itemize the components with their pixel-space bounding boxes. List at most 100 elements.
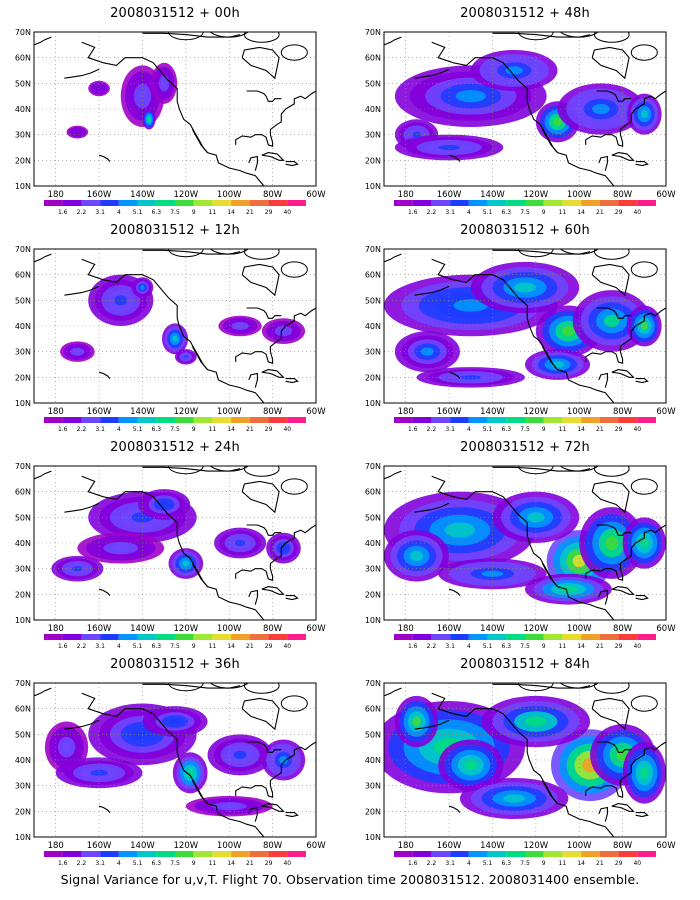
coastline xyxy=(241,480,280,514)
colorbar-label: 3.1 xyxy=(95,643,105,649)
colorbar-label: 1.6 xyxy=(58,860,68,866)
colorbar-label: 14 xyxy=(227,426,235,432)
lon-tick-label: 100W xyxy=(567,624,592,634)
lon-tick-label: 180 xyxy=(398,841,414,851)
panel-24h: 2008031512 + 24h 70N 60N 50N 40N 30N 20N 10N 18… xyxy=(0,434,350,649)
colorbar-label: 29 xyxy=(265,426,273,432)
colorbar-swatch xyxy=(599,851,619,857)
lon-tick-label: 140W xyxy=(480,624,505,634)
panel-title: 2008031512 + 48h xyxy=(460,6,590,21)
coastline xyxy=(243,683,280,694)
variance-contour xyxy=(112,545,130,552)
lat-tick-label: 10N xyxy=(15,616,31,625)
variance-contour xyxy=(114,295,128,306)
colorbar-swatch xyxy=(137,417,157,423)
colorbar-swatch xyxy=(268,200,288,206)
coastline xyxy=(235,307,316,364)
colorbar-label: 7.5 xyxy=(520,209,530,215)
colorbar-label: 11 xyxy=(209,426,217,432)
colorbar-label: 3.1 xyxy=(445,643,455,649)
colorbar-swatch xyxy=(431,417,451,423)
colorbar-swatch xyxy=(450,417,469,423)
lon-tick-label: 160W xyxy=(87,624,112,634)
colorbar-swatch xyxy=(431,200,451,206)
colorbar-label: 4 xyxy=(117,860,121,866)
colorbar-label: 4 xyxy=(117,426,121,432)
coastline xyxy=(280,695,308,712)
colorbar-swatch xyxy=(231,634,250,640)
map-panel: 70N 60N 50N 40N 30N 20N 10N 180 160W 140W 120W 100W… xyxy=(365,28,676,215)
lon-tick-label: 80W xyxy=(263,624,283,634)
colorbar-swatch xyxy=(268,634,288,640)
coastline xyxy=(630,478,658,495)
panel-48h: 2008031512 + 48h 70N 60N 50N 40N 30N 20N 10N 18… xyxy=(350,0,700,215)
colorbar-label: 6.3 xyxy=(502,643,512,649)
lat-tick-label: 60N xyxy=(365,705,381,714)
lat-tick-label: 20N xyxy=(15,156,31,165)
coastline xyxy=(243,466,280,477)
coastline xyxy=(246,307,282,319)
map-panel: 70N 60N 50N 40N 30N 20N 10N 180 160W 140W 120W 100W… xyxy=(365,462,676,649)
colorbar-label: 9 xyxy=(192,426,196,432)
colorbar-swatch xyxy=(431,851,451,857)
lon-tick-label: 140W xyxy=(130,841,155,851)
colorbar-swatch xyxy=(287,417,306,423)
variance-contour xyxy=(235,323,245,329)
coastline xyxy=(167,32,204,41)
colorbar-label: 6.3 xyxy=(152,643,162,649)
colorbar-label: 6.3 xyxy=(502,860,512,866)
coastline xyxy=(64,285,100,296)
colorbar-swatch xyxy=(137,200,157,206)
coastline xyxy=(611,586,635,595)
colorbar-label: 4 xyxy=(467,643,471,649)
colorbar-label: 1.6 xyxy=(408,860,418,866)
colorbar-label: 9 xyxy=(542,209,546,215)
coastline xyxy=(598,155,608,171)
map-frame xyxy=(383,682,667,838)
colorbar-swatch xyxy=(394,634,413,640)
colorbar-label: 14 xyxy=(227,643,235,649)
colorbar-swatch xyxy=(118,417,138,423)
variance-contour xyxy=(183,355,189,359)
colorbar-label: 21 xyxy=(246,860,254,866)
lat-tick-label: 30N xyxy=(15,782,31,791)
colorbar-label: 14 xyxy=(577,426,585,432)
variance-contour xyxy=(640,110,648,119)
coastline xyxy=(598,806,608,822)
lat-tick-label: 20N xyxy=(365,807,381,816)
lon-tick-label: 140W xyxy=(130,624,155,634)
colorbar-label: 9 xyxy=(192,209,196,215)
colorbar-swatch xyxy=(193,634,213,640)
lat-tick-label: 10N xyxy=(365,399,381,408)
coastline xyxy=(248,155,258,171)
colorbar-label: 6.3 xyxy=(152,426,162,432)
colorbar-label: 3.1 xyxy=(445,209,455,215)
colorbar-label: 3.1 xyxy=(445,426,455,432)
coastline xyxy=(593,683,630,694)
lon-tick-label: 120W xyxy=(524,190,549,200)
lat-tick-label: 30N xyxy=(15,131,31,140)
colorbar-swatch xyxy=(193,200,213,206)
colorbar-swatch xyxy=(468,200,488,206)
colorbar-label: 21 xyxy=(596,209,604,215)
coastline xyxy=(34,253,52,263)
colorbar-swatch xyxy=(156,634,175,640)
lat-tick-label: 20N xyxy=(15,590,31,599)
panel-12h: 2008031512 + 12h 70N 60N 50N 40N 30N 20N 10N 18… xyxy=(0,217,350,432)
coastline xyxy=(431,475,615,620)
lat-tick-label: 10N xyxy=(365,833,381,842)
coastline xyxy=(81,41,265,186)
coastline xyxy=(191,129,208,153)
coastline xyxy=(596,90,632,102)
coastline xyxy=(261,152,285,161)
colorbar-swatch xyxy=(487,851,507,857)
map-frame xyxy=(33,465,317,621)
colorbar-label: 4 xyxy=(117,209,121,215)
colorbar-swatch xyxy=(81,200,101,206)
coastline xyxy=(285,378,299,384)
variance-contour xyxy=(481,570,504,577)
lat-tick-label: 10N xyxy=(15,182,31,191)
variance-contour xyxy=(553,117,562,126)
lon-tick-label: 120W xyxy=(174,624,199,634)
coastline xyxy=(414,68,450,79)
